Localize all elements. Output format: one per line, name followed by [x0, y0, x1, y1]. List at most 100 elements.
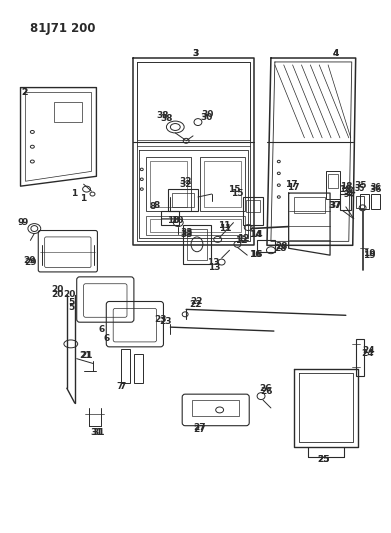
Text: 26: 26 [261, 387, 273, 395]
Text: 22: 22 [190, 300, 202, 309]
Bar [340, 194, 351, 210]
Text: 19: 19 [363, 251, 376, 260]
Text: 16: 16 [250, 249, 262, 259]
Text: 8: 8 [153, 201, 160, 211]
Text: 27: 27 [194, 425, 206, 434]
Bar [371, 194, 380, 209]
Text: 25: 25 [317, 455, 329, 464]
Text: 7: 7 [116, 382, 122, 391]
Bar [294, 197, 325, 213]
Text: 6: 6 [103, 334, 109, 343]
Text: 11: 11 [218, 221, 231, 230]
Bar [137, 62, 250, 140]
Text: 35: 35 [354, 181, 367, 190]
Text: 9: 9 [17, 218, 24, 227]
Text: 18: 18 [339, 182, 352, 191]
Bar [326, 172, 340, 199]
Text: 24: 24 [362, 346, 375, 356]
Text: 32: 32 [179, 177, 192, 185]
Bar [243, 197, 263, 224]
Bar [169, 189, 198, 211]
Text: 12: 12 [235, 236, 248, 245]
Text: 17: 17 [287, 183, 300, 192]
Bar [146, 216, 245, 236]
Text: 6: 6 [98, 325, 104, 334]
Text: 22: 22 [191, 297, 203, 306]
Text: 81J71 200: 81J71 200 [30, 21, 96, 35]
Text: 20: 20 [51, 285, 63, 294]
Text: 30: 30 [201, 112, 213, 122]
Text: 26: 26 [260, 384, 272, 393]
Bar [187, 229, 207, 260]
Text: 19: 19 [363, 249, 376, 257]
Text: 14: 14 [249, 230, 262, 239]
Bar [204, 160, 241, 207]
Text: 30: 30 [202, 110, 214, 119]
Text: 3: 3 [192, 49, 198, 58]
Text: 5: 5 [69, 298, 75, 307]
Bar [146, 157, 191, 211]
Text: 3: 3 [192, 49, 198, 58]
Text: 38: 38 [160, 114, 173, 123]
Text: 9: 9 [21, 218, 28, 227]
Text: 34: 34 [343, 187, 356, 196]
Text: 13: 13 [208, 257, 220, 266]
Bar [246, 200, 260, 212]
Bar [150, 160, 187, 207]
Text: 29: 29 [23, 256, 36, 264]
Text: 21: 21 [80, 351, 93, 360]
Text: 27: 27 [194, 423, 206, 432]
Text: 31: 31 [92, 428, 105, 437]
Bar [161, 211, 179, 224]
Text: 2: 2 [22, 88, 28, 97]
Text: 13: 13 [208, 263, 221, 272]
Text: 14: 14 [250, 230, 262, 239]
Bar [257, 240, 275, 252]
Text: 32: 32 [179, 180, 192, 189]
Text: 33: 33 [180, 228, 192, 237]
Bar [150, 219, 241, 232]
Bar [54, 102, 82, 122]
Bar [328, 174, 338, 188]
Text: 7: 7 [120, 382, 126, 391]
Text: 38: 38 [156, 111, 169, 120]
Text: 37: 37 [330, 201, 342, 211]
Text: 20: 20 [51, 290, 63, 299]
Text: 2: 2 [22, 88, 28, 97]
Text: 20: 20 [64, 290, 76, 299]
Text: 29: 29 [24, 257, 37, 266]
Text: 31: 31 [90, 428, 103, 437]
Text: 4: 4 [333, 49, 339, 58]
Text: 10: 10 [167, 216, 179, 225]
Bar [356, 196, 364, 208]
Text: 15: 15 [231, 189, 244, 198]
Bar [356, 339, 364, 376]
Bar [360, 194, 369, 209]
Bar [183, 224, 211, 264]
Text: 18: 18 [339, 184, 351, 193]
Text: 11: 11 [219, 224, 232, 233]
Text: 36: 36 [369, 184, 382, 193]
Bar [134, 354, 143, 383]
Text: 15: 15 [228, 184, 241, 193]
Text: 28: 28 [274, 244, 287, 253]
Text: 36: 36 [370, 183, 381, 192]
Bar [121, 349, 130, 383]
Text: 1: 1 [71, 189, 77, 198]
Text: 37: 37 [329, 201, 341, 211]
Text: 23: 23 [159, 317, 172, 326]
Text: 25: 25 [317, 455, 329, 464]
Text: 4: 4 [333, 49, 339, 58]
Text: 21: 21 [79, 351, 92, 360]
Text: 1: 1 [81, 195, 87, 204]
Text: 10: 10 [171, 216, 183, 225]
Bar [200, 157, 245, 211]
Text: 16: 16 [249, 249, 262, 259]
Text: 12: 12 [237, 234, 249, 243]
Text: 24: 24 [361, 349, 374, 358]
Text: 35: 35 [355, 184, 365, 192]
Bar [172, 193, 194, 207]
Text: 33: 33 [180, 230, 192, 239]
Text: 23: 23 [154, 315, 167, 324]
Bar [192, 400, 239, 416]
